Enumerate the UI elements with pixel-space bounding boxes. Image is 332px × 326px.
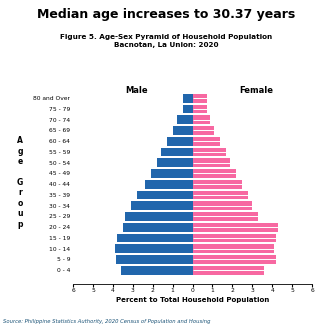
Bar xyxy=(193,255,276,264)
Bar xyxy=(123,223,193,231)
Text: e: e xyxy=(17,157,23,166)
X-axis label: Percent to Total Household Population: Percent to Total Household Population xyxy=(116,297,269,303)
Bar xyxy=(193,266,264,274)
Bar xyxy=(193,126,214,135)
Bar xyxy=(167,137,193,146)
Text: o: o xyxy=(17,199,23,208)
Text: p: p xyxy=(17,220,23,229)
Bar xyxy=(177,115,193,124)
Bar xyxy=(183,94,193,103)
Bar xyxy=(121,266,193,274)
Bar xyxy=(193,223,278,231)
Bar xyxy=(193,158,230,167)
Bar xyxy=(193,233,276,242)
Bar xyxy=(193,115,210,124)
Text: r: r xyxy=(18,188,22,198)
Bar xyxy=(193,212,258,221)
Text: G: G xyxy=(17,178,23,187)
Text: Male: Male xyxy=(125,86,148,95)
Text: Source: Philippine Statistics Authority, 2020 Census of Population and Housing: Source: Philippine Statistics Authority,… xyxy=(3,319,211,324)
Bar xyxy=(193,190,248,199)
Bar xyxy=(193,94,207,103)
Text: Female: Female xyxy=(239,86,273,95)
Text: Figure 5. Age-Sex Pyramid of Household Population
Bacnotan, La Union: 2020: Figure 5. Age-Sex Pyramid of Household P… xyxy=(60,34,272,48)
Bar xyxy=(173,126,193,135)
Bar xyxy=(193,148,226,156)
Bar xyxy=(193,169,236,178)
Bar xyxy=(193,180,242,189)
Bar xyxy=(115,244,193,253)
Bar xyxy=(193,201,252,210)
Text: u: u xyxy=(17,209,23,218)
Bar xyxy=(193,137,220,146)
Text: Median age increases to 30.37 years: Median age increases to 30.37 years xyxy=(37,8,295,21)
Text: g: g xyxy=(17,147,23,156)
Bar xyxy=(117,233,193,242)
Bar xyxy=(157,158,193,167)
Bar xyxy=(125,212,193,221)
Bar xyxy=(183,105,193,113)
Bar xyxy=(131,201,193,210)
Bar xyxy=(116,255,193,264)
Bar xyxy=(161,148,193,156)
Text: A: A xyxy=(17,136,23,145)
Bar xyxy=(193,244,274,253)
Bar xyxy=(193,105,207,113)
Bar xyxy=(145,180,193,189)
Bar xyxy=(137,190,193,199)
Bar xyxy=(151,169,193,178)
